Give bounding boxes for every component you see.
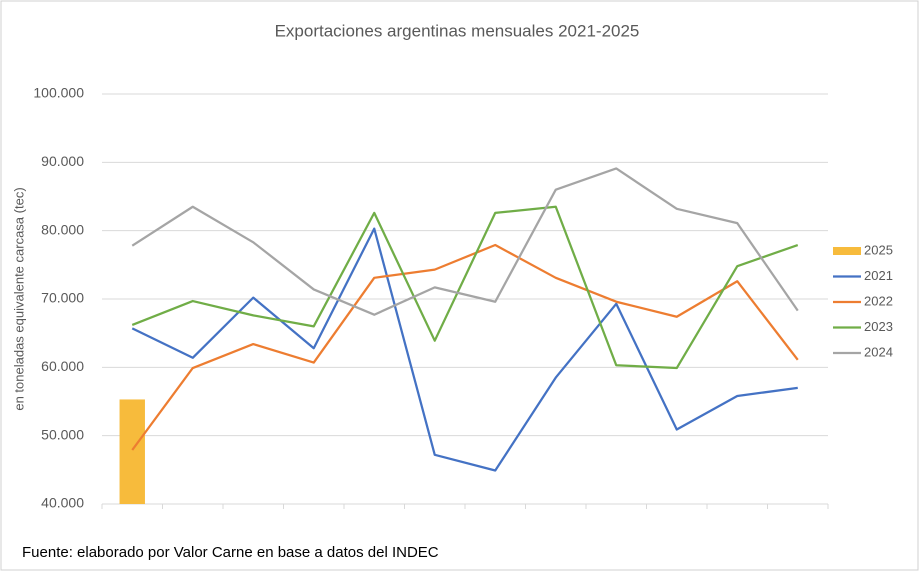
source-note: Fuente: elaborado por Valor Carne en bas… — [22, 544, 439, 561]
y-axis-title: en toneladas equivalente carcasa (tec) — [11, 187, 26, 410]
y-tick-label: 70.000 — [41, 290, 84, 306]
line-series — [131, 205, 799, 370]
legend-label: 2024 — [864, 344, 893, 359]
y-tick-label: 60.000 — [41, 358, 84, 374]
chart-title: Exportaciones argentinas mensuales 2021-… — [275, 21, 640, 40]
y-tick-label: 50.000 — [41, 426, 84, 442]
line-series — [131, 167, 799, 316]
y-tick-label: 40.000 — [41, 495, 84, 511]
bar — [119, 399, 145, 504]
legend-swatch — [833, 247, 861, 255]
legend-label: 2023 — [864, 319, 893, 334]
line-series — [131, 243, 799, 451]
y-tick-label: 100.000 — [33, 85, 84, 101]
y-tick-label: 80.000 — [41, 221, 84, 237]
legend-label: 2021 — [864, 268, 893, 283]
y-tick-label: 90.000 — [41, 153, 84, 169]
line-series — [131, 227, 798, 472]
legend-label: 2022 — [864, 293, 893, 308]
legend-label: 2025 — [864, 242, 893, 257]
